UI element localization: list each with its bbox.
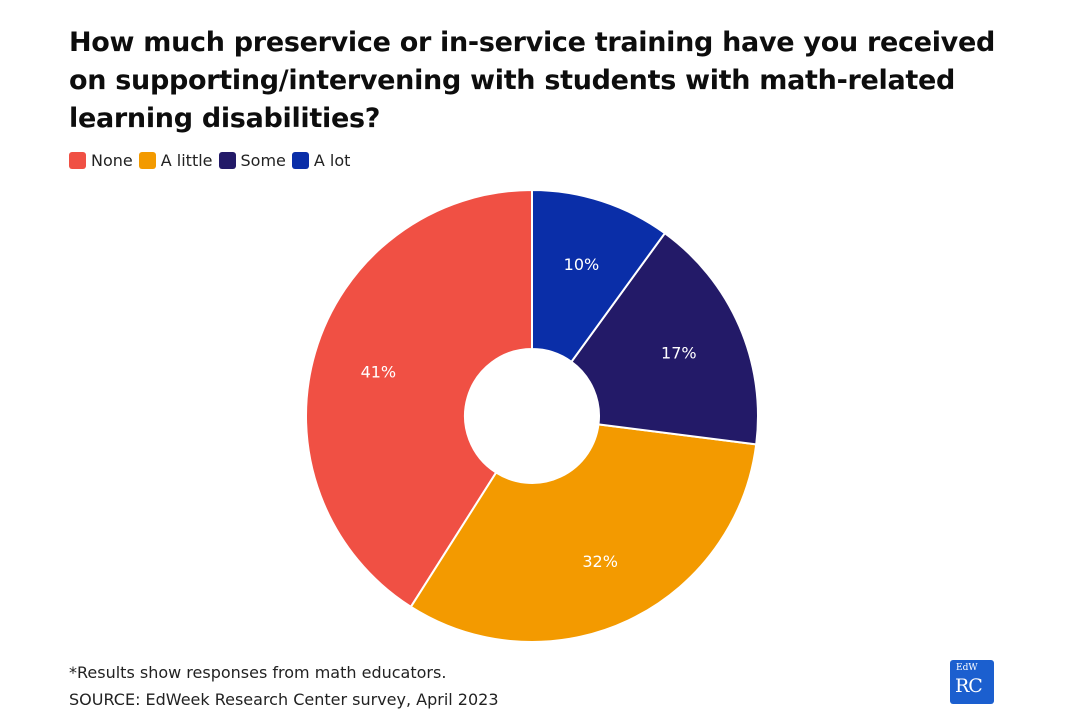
data-label-a-lot: 10% (564, 255, 600, 274)
legend-label-a-lot: A lot (313, 151, 351, 170)
legend-swatch-some (218, 152, 236, 169)
chart-title: How much preservice or in-service traini… (69, 27, 995, 134)
chart-footnote: *Results show responses from math educat… (69, 659, 499, 713)
data-label-some: 17% (661, 343, 697, 362)
legend-label-none: None (91, 151, 133, 170)
legend-item-a-little: A little (138, 151, 213, 170)
legend-item-none: None (69, 151, 133, 170)
slice-some (569, 231, 759, 446)
edweek-rc-logo: EdW RC (950, 660, 994, 704)
footnote-source: SOURCE: EdWeek Research Center survey, A… (69, 690, 499, 709)
legend-item-a-lot: A lot (291, 151, 351, 170)
slice-a-lot (531, 188, 667, 364)
slice-a-little (409, 423, 758, 643)
logo-text-bottom: RC (955, 675, 983, 697)
chart-legend: None A little Some A lot (69, 151, 356, 170)
legend-swatch-a-little (138, 152, 156, 169)
data-label-none: 41% (361, 362, 397, 381)
legend-label-a-little: A little (160, 151, 213, 170)
legend-item-some: Some (218, 151, 286, 170)
footnote-note: *Results show responses from math educat… (69, 663, 447, 682)
legend-label-some: Some (240, 151, 286, 170)
slice-none (305, 188, 533, 609)
legend-swatch-a-lot (291, 152, 309, 169)
legend-swatch-none (69, 152, 86, 169)
logo-text-top: EdW (956, 663, 978, 673)
data-label-a-little: 32% (582, 552, 618, 571)
